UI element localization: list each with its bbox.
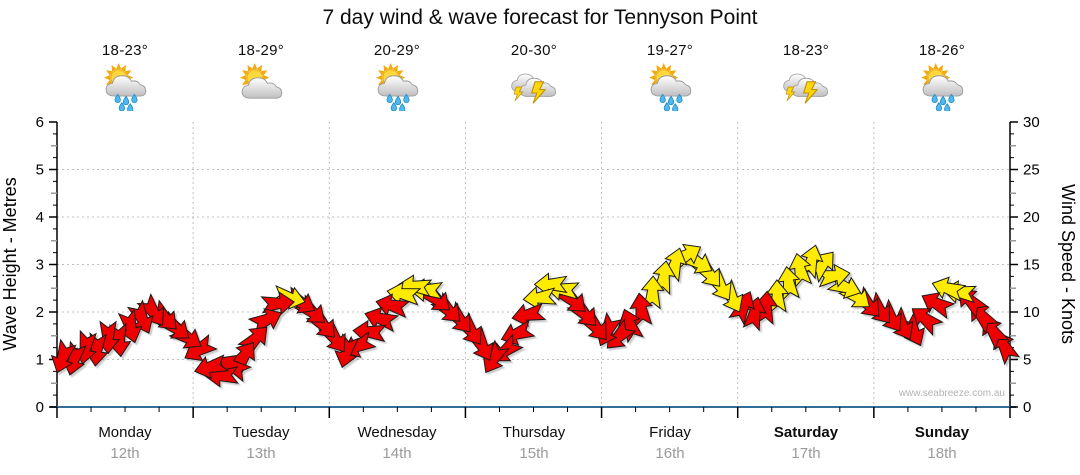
wind-arrow <box>931 276 967 302</box>
wave-tick-label: 3 <box>36 257 44 274</box>
temperature-range: 20-29° <box>373 42 421 59</box>
sun-cloud-icon <box>240 63 283 99</box>
day-date: 13th <box>246 445 276 462</box>
cloud-lightning-icon <box>783 73 828 104</box>
wind-arrow <box>982 317 1010 351</box>
x-axis-label-sunday: Sunday 18th <box>874 424 1010 462</box>
watermark: www.seabreeze.com.au <box>898 388 1005 399</box>
wind-arrow <box>629 292 654 328</box>
wind-arrow <box>815 263 851 288</box>
page-title: 7 day wind & wave forecast for Tennyson … <box>322 6 758 29</box>
day-date: 16th <box>655 445 685 462</box>
wind-tick-label: 25 <box>1023 162 1040 179</box>
wave-tick-label: 4 <box>36 209 44 226</box>
day-header-friday: 19-27° <box>602 42 738 116</box>
sun-cloud-rain-icon <box>376 63 419 113</box>
wind-arrow <box>334 333 360 369</box>
wave-tick-label: 0 <box>36 399 44 416</box>
day-header-sunday: 18-26° <box>874 42 1010 116</box>
day-name: Wednesday <box>357 424 437 441</box>
wind-arrow <box>911 308 944 337</box>
day-header-saturday: 18-23° <box>738 42 874 116</box>
temperature-range: 18-26° <box>918 42 966 59</box>
temperature-range: 18-23° <box>782 42 830 59</box>
temperature-range: 19-27° <box>646 42 694 59</box>
wind-tick-label: 20 <box>1023 209 1040 226</box>
temperature-range: 20-30° <box>510 42 558 59</box>
day-name: Sunday <box>914 424 970 441</box>
wind-tick-label: 15 <box>1023 257 1040 274</box>
temperature-range: 18-29° <box>237 42 285 59</box>
x-axis-label-tuesday: Tuesday 13th <box>193 424 329 462</box>
day-name: Thursday <box>502 424 566 441</box>
wind-tick-label: 0 <box>1023 399 1031 416</box>
day-date: 17th <box>791 445 821 462</box>
wave-tick-label: 1 <box>36 352 44 369</box>
wind-arrow <box>921 292 956 320</box>
sun-cloud-rain-icon <box>104 63 147 113</box>
day-date: 15th <box>519 445 549 462</box>
day-header-monday: 18-23° <box>57 42 193 116</box>
wave-tick-label: 5 <box>36 162 44 179</box>
day-date: 14th <box>382 445 412 462</box>
x-axis-label-saturday: Saturday 17th <box>738 424 874 462</box>
wind-arrow <box>247 308 283 335</box>
wind-arrow-series <box>50 243 1021 388</box>
left-axis-title: Wave Height - Metres <box>0 177 20 350</box>
wind-arrow <box>776 265 801 301</box>
day-name: Tuesday <box>232 424 290 441</box>
x-axis-label-monday: Monday 12th <box>57 424 193 462</box>
wind-arrow <box>970 302 1000 335</box>
wind-arrow <box>260 291 295 316</box>
sun-cloud-rain-icon <box>649 63 692 113</box>
wind-arrow <box>375 293 411 318</box>
temperature-range: 18-23° <box>101 42 149 59</box>
wind-tick-label: 30 <box>1023 114 1040 131</box>
x-axis-label-thursday: Thursday 15th <box>466 424 602 462</box>
wave-tick-label: 2 <box>36 304 44 321</box>
x-axis-label-friday: Friday 16th <box>602 424 738 462</box>
cloud-lightning-icon <box>511 73 556 104</box>
day-name: Saturday <box>773 424 839 441</box>
wind-tick-label: 5 <box>1023 352 1031 369</box>
wave-tick-label: 6 <box>36 114 44 131</box>
day-name: Friday <box>649 424 691 441</box>
day-date: 12th <box>110 445 140 462</box>
wind-arrow <box>50 338 77 374</box>
day-name: Monday <box>98 424 152 441</box>
day-date: 18th <box>927 445 957 462</box>
wind-tick-label: 10 <box>1023 304 1040 321</box>
wind-arrow <box>640 275 665 310</box>
day-header-tuesday: 18-29° <box>193 42 329 116</box>
day-header-wednesday: 20-29° <box>329 42 465 116</box>
x-axis-label-wednesday: Wednesday 14th <box>329 424 465 462</box>
sun-cloud-rain-icon <box>921 63 964 113</box>
day-header-thursday: 20-30° <box>466 42 602 116</box>
wind-arrow <box>788 252 813 288</box>
right-axis-title: Wind Speed - Knots <box>1058 184 1078 344</box>
